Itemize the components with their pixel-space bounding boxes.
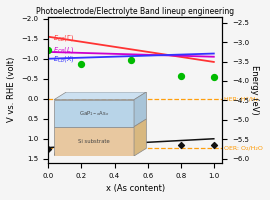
- Text: HER: H⁺/H₂: HER: H⁺/H₂: [224, 96, 258, 101]
- Polygon shape: [134, 92, 146, 127]
- Text: $E_{CB}(X)$: $E_{CB}(X)$: [53, 54, 75, 64]
- Y-axis label: Energy (eV): Energy (eV): [250, 65, 259, 115]
- Point: [178, 74, 183, 77]
- Polygon shape: [54, 100, 134, 127]
- Point: [129, 130, 133, 133]
- X-axis label: x (As content): x (As content): [106, 184, 165, 193]
- Text: $E_{VB}$: $E_{VB}$: [53, 149, 66, 159]
- Point: [79, 62, 84, 65]
- Polygon shape: [134, 119, 146, 156]
- Polygon shape: [54, 127, 134, 156]
- Point: [79, 146, 84, 149]
- Point: [46, 48, 50, 52]
- Text: Si substrate: Si substrate: [78, 139, 110, 144]
- Point: [129, 58, 133, 61]
- Y-axis label: V vs. RHE (volt): V vs. RHE (volt): [7, 57, 16, 122]
- Point: [212, 143, 216, 146]
- Title: Photoelectrode/Electrolyte Band lineup engineering: Photoelectrode/Electrolyte Band lineup e…: [36, 7, 234, 16]
- Polygon shape: [54, 92, 146, 100]
- Point: [178, 143, 183, 146]
- Text: GaP$_{1-x}$As$_x$: GaP$_{1-x}$As$_x$: [79, 109, 109, 118]
- Point: [46, 147, 50, 150]
- Text: $E_{CB}(L)$: $E_{CB}(L)$: [53, 45, 75, 55]
- Text: OER: O₂/H₂O: OER: O₂/H₂O: [224, 145, 263, 150]
- Text: $E_{CB}(\Gamma)$: $E_{CB}(\Gamma)$: [53, 33, 75, 43]
- Point: [212, 75, 216, 78]
